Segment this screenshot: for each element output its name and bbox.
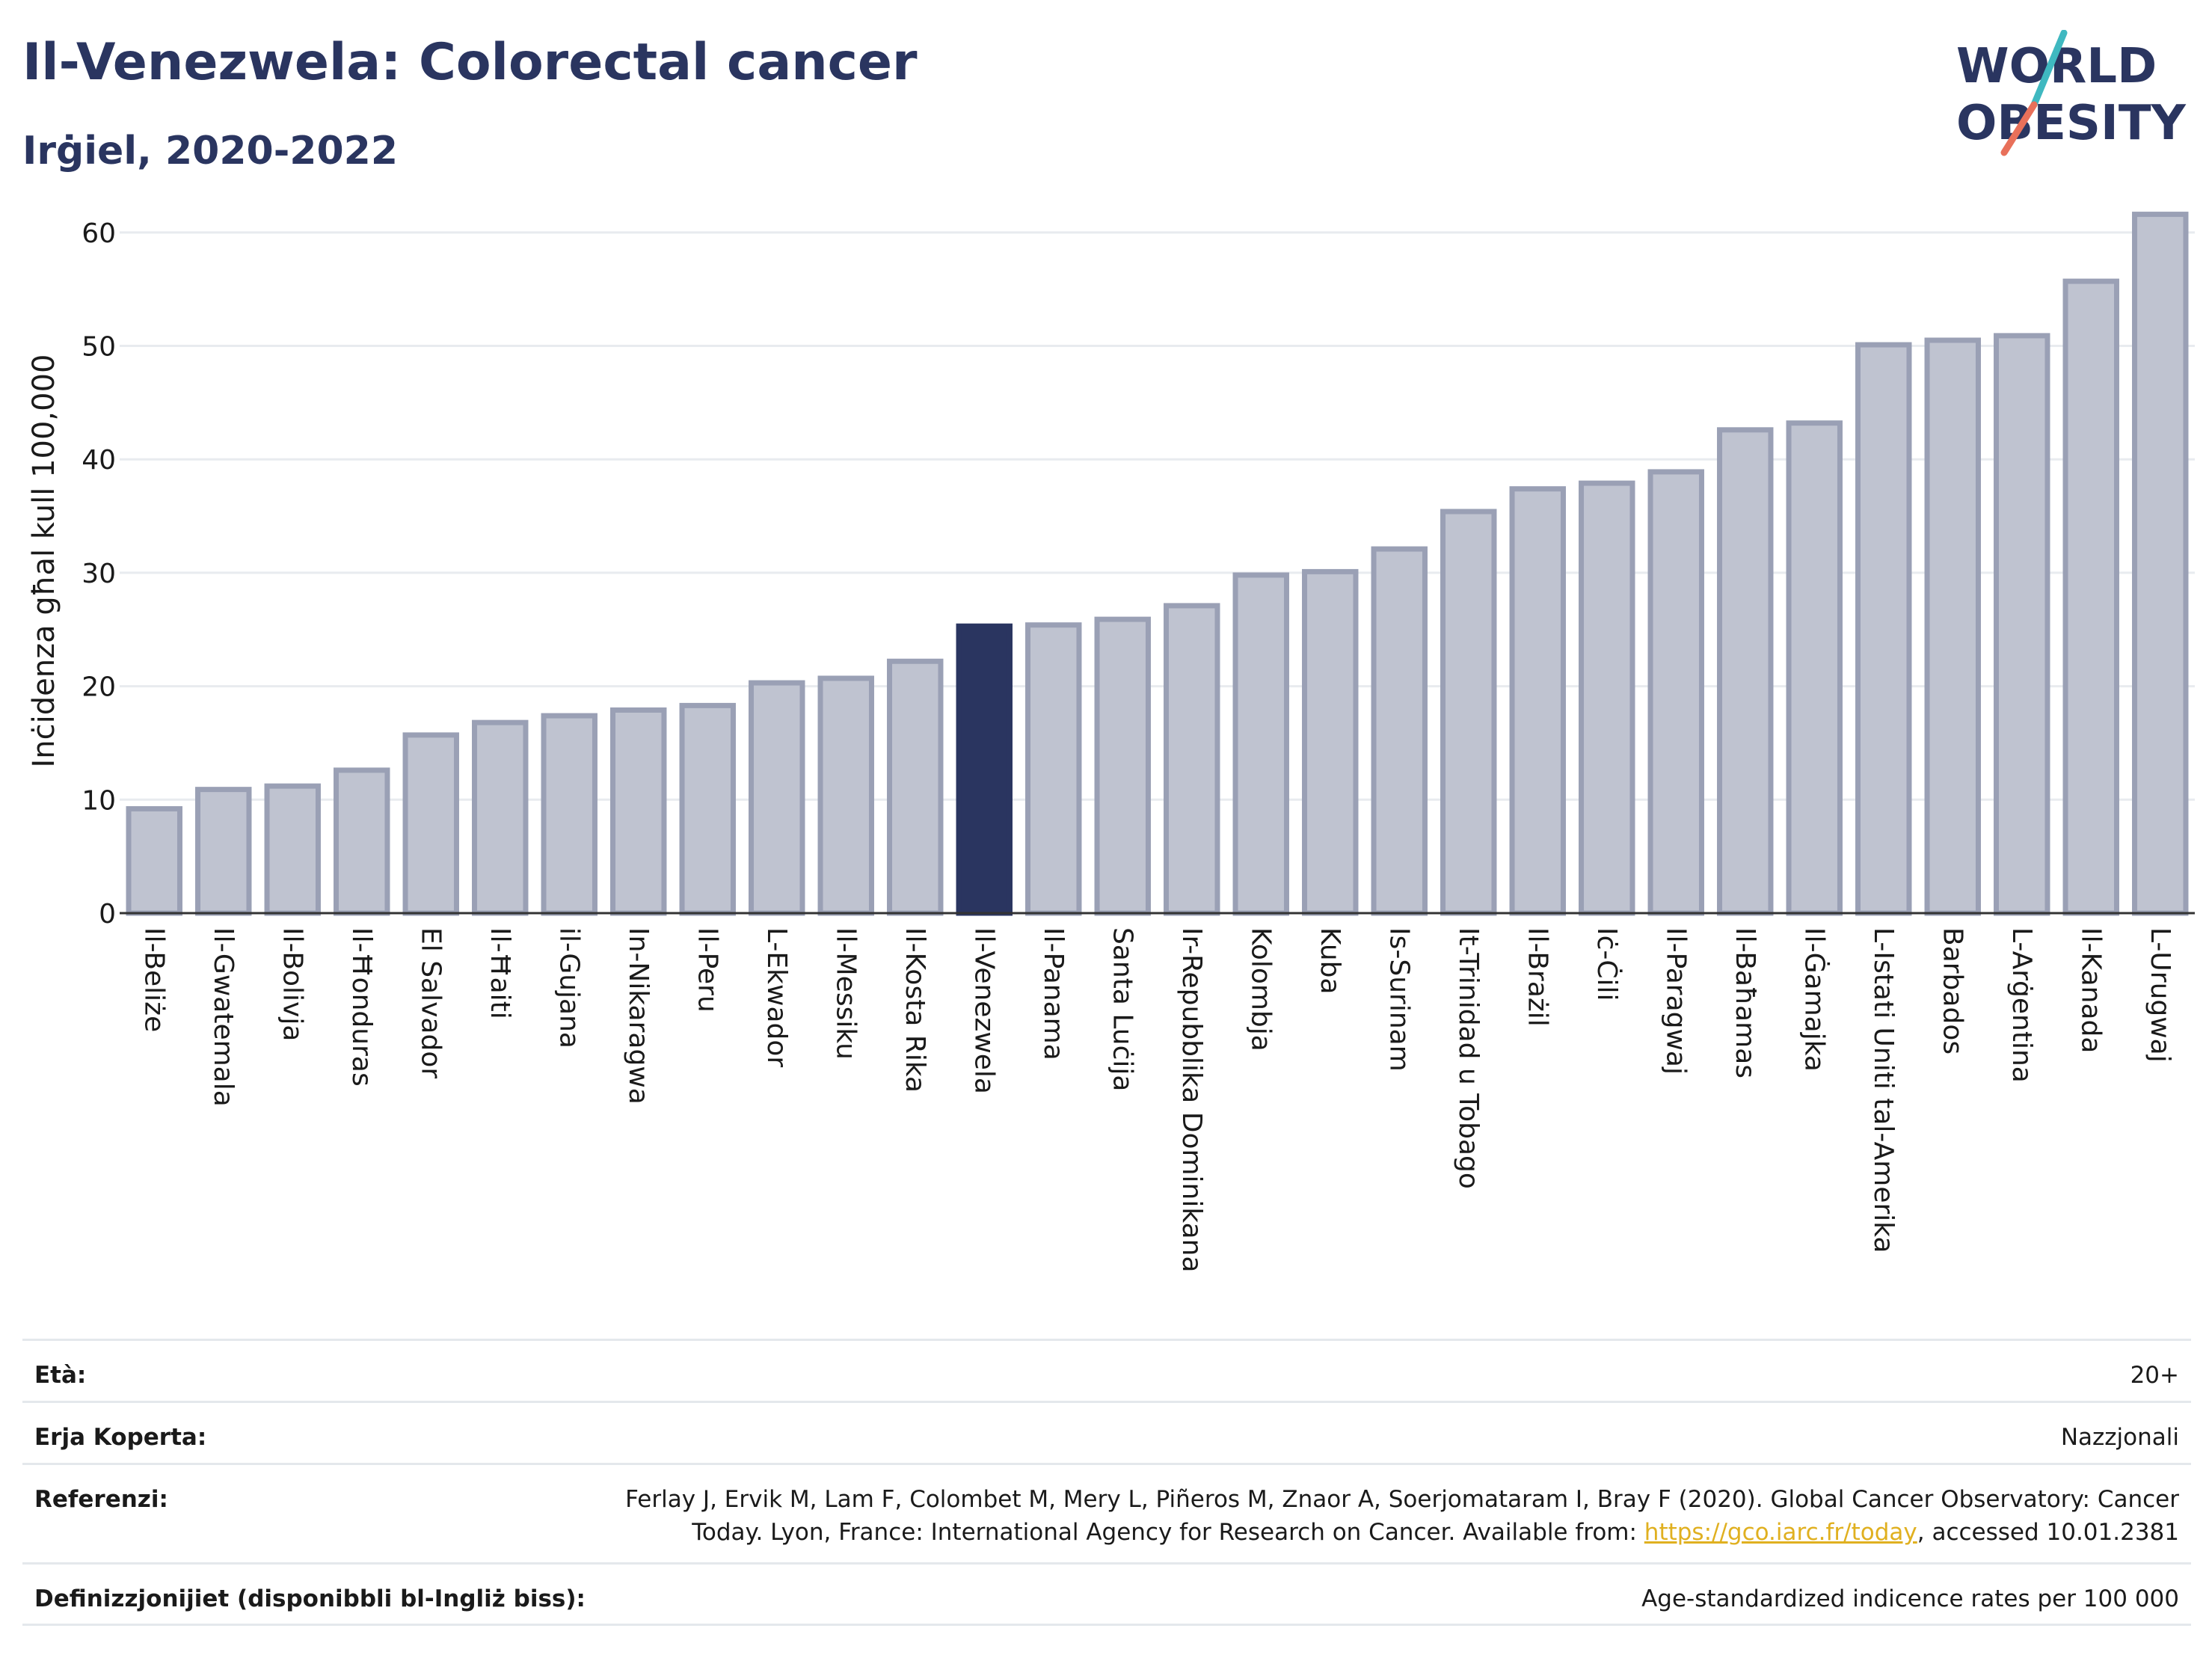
bar-country bbox=[610, 707, 667, 916]
x-tick-label: Il-Ġamajka bbox=[1798, 927, 1830, 1072]
footer-row-age: Età: 20+ bbox=[22, 1339, 2191, 1401]
footer-row-references: Referenzi: Ferlay J, Ervik M, Lam F, Col… bbox=[22, 1463, 2191, 1562]
x-tick-label: Kolombja bbox=[1245, 927, 1276, 1051]
bar-chart: 0 10 20 30 40 50 60 Il-Beliże Il-Gwatemala Il-Bo… bbox=[27, 212, 2195, 1273]
y-axis-label: Inċidenza għal kull 100,000 bbox=[27, 354, 61, 768]
y-tick-label: 60 bbox=[82, 218, 116, 249]
world-obesity-logo: WORLD OBESITY bbox=[1956, 30, 2186, 156]
bar-country bbox=[1994, 333, 2050, 916]
x-tick-label: L-Arġentina bbox=[2006, 927, 2037, 1083]
y-tick-layer: 0 10 20 30 40 50 60 bbox=[82, 218, 116, 930]
bar-country bbox=[402, 732, 459, 916]
x-tick-label: Il-Messiku bbox=[830, 927, 861, 1060]
x-tick-label: Il-Ħonduras bbox=[346, 927, 377, 1087]
bar-country bbox=[541, 713, 597, 916]
references-value: Ferlay J, Ervik M, Lam F, Colombet M, Me… bbox=[625, 1483, 2179, 1549]
x-tick-label: Kuba bbox=[1315, 927, 1345, 995]
x-tick-layer: Il-Beliże Il-Gwatemala Il-Bolivja Il-Ħondur… bbox=[138, 927, 2175, 1273]
x-tick-label: L-Istati Uniti tal-Amerika bbox=[1868, 927, 1899, 1253]
y-tick-label: 0 bbox=[99, 899, 116, 930]
x-tick-label: Il-Brażil bbox=[1522, 927, 1552, 1027]
bar-country bbox=[195, 787, 252, 916]
bar-country bbox=[1579, 480, 1635, 916]
bar-country bbox=[1164, 603, 1220, 916]
page-title: Il-Venezwela: Colorectal cancer bbox=[22, 33, 918, 92]
x-tick-label: Il-Bolivja bbox=[277, 927, 307, 1041]
y-tick-label: 20 bbox=[82, 672, 116, 703]
definitions-label: Definizzjonijiet (disponibbli bl-Ingliż … bbox=[34, 1585, 586, 1612]
x-tick-label: Il-Venezwela bbox=[968, 927, 999, 1094]
x-tick-label: It-Trinidad u Tobago bbox=[1453, 927, 1484, 1189]
x-tick-label: Il-Kosta Rika bbox=[900, 927, 930, 1093]
x-tick-label: Il-Peru bbox=[692, 927, 722, 1013]
bar-country bbox=[887, 658, 944, 916]
bar-layer bbox=[126, 212, 2189, 916]
bar-country bbox=[1232, 572, 1289, 916]
bar-country bbox=[2062, 278, 2119, 916]
bar-country bbox=[1440, 509, 1497, 916]
bar-country bbox=[1302, 568, 1359, 916]
x-tick-label: Il-Beliże bbox=[138, 927, 169, 1032]
bar-country bbox=[1025, 622, 1082, 916]
y-tick-label: 30 bbox=[82, 559, 116, 589]
logo-line2: OBESITY bbox=[1956, 96, 2186, 151]
x-tick-label: Il-Kanada bbox=[2075, 927, 2106, 1053]
footer-row-definitions: Definizzjonijiet (disponibbli bl-Ingliż … bbox=[22, 1562, 2191, 1626]
bar-country bbox=[817, 675, 874, 916]
area-label: Erja Koperta: bbox=[34, 1424, 207, 1451]
x-tick-label: Il-Paragwaj bbox=[1660, 927, 1691, 1075]
y-tick-label: 10 bbox=[82, 785, 116, 816]
bar-country bbox=[1855, 342, 1912, 916]
bar-country bbox=[334, 767, 390, 916]
bar-country bbox=[1371, 546, 1428, 916]
bar-country bbox=[1786, 420, 1843, 916]
age-value: 20+ bbox=[2130, 1362, 2179, 1389]
bar-country bbox=[2132, 212, 2189, 916]
bar-country bbox=[472, 719, 529, 916]
references-link[interactable]: https://gco.iarc.fr/today bbox=[1644, 1519, 1917, 1546]
bar-country bbox=[1094, 616, 1151, 916]
x-tick-label: Il-Baħamas bbox=[1730, 927, 1760, 1078]
logo-slash-red bbox=[2000, 101, 2038, 156]
bar-country bbox=[1509, 486, 1566, 916]
references-line2-post: , accessed 10.01.2381 bbox=[1917, 1519, 2179, 1546]
x-tick-label: Barbados bbox=[1937, 927, 1967, 1054]
x-tick-label: Is-Surinam bbox=[1383, 927, 1414, 1072]
bar-country bbox=[264, 783, 321, 916]
chart-footer: Età: 20+ Erja Koperta: Nazzjonali Refere… bbox=[22, 1339, 2191, 1626]
age-label: Età: bbox=[34, 1362, 87, 1389]
references-line1: Ferlay J, Ervik M, Lam F, Colombet M, Me… bbox=[625, 1486, 2179, 1513]
y-tick-label: 50 bbox=[82, 332, 116, 363]
bar-country bbox=[749, 680, 805, 916]
references-line2-pre: Today. Lyon, France: International Agenc… bbox=[692, 1519, 1644, 1546]
bar-highlight bbox=[956, 623, 1013, 916]
area-value: Nazzjonali bbox=[2060, 1424, 2179, 1451]
y-tick-label: 40 bbox=[82, 445, 116, 476]
bar-country bbox=[1647, 469, 1704, 916]
x-tick-label: Il-Gwatemala bbox=[208, 927, 239, 1107]
definitions-value: Age-standardized indicence rates per 100… bbox=[1641, 1585, 2179, 1612]
page-subtitle: Irġiel, 2020-2022 bbox=[22, 129, 399, 174]
bar-country bbox=[1717, 427, 1774, 916]
x-tick-label: L-Urugwaj bbox=[2145, 927, 2175, 1063]
x-tick-label: El Salvador bbox=[415, 927, 446, 1078]
bar-country bbox=[1924, 337, 1981, 916]
x-tick-label: Il-Ħaiti bbox=[485, 927, 515, 1019]
footer-row-area: Erja Koperta: Nazzjonali bbox=[22, 1401, 2191, 1463]
bar-country bbox=[126, 805, 182, 916]
x-tick-label: In-Nikaragwa bbox=[623, 927, 654, 1105]
x-tick-label: Ir-Repubblika Dominikana bbox=[1176, 927, 1207, 1273]
x-tick-label: il-Gujana bbox=[553, 927, 584, 1048]
x-tick-label: Il-Panama bbox=[1038, 927, 1069, 1060]
references-label: Referenzi: bbox=[34, 1486, 168, 1513]
logo-slash-teal bbox=[2030, 30, 2068, 108]
grid-layer bbox=[120, 231, 2195, 801]
x-tick-label: Santa Luċija bbox=[1107, 927, 1137, 1091]
x-tick-label: Iċ-Ċili bbox=[1591, 927, 1623, 1001]
bar-country bbox=[679, 702, 736, 916]
x-tick-label: L-Ekwador bbox=[761, 927, 792, 1067]
